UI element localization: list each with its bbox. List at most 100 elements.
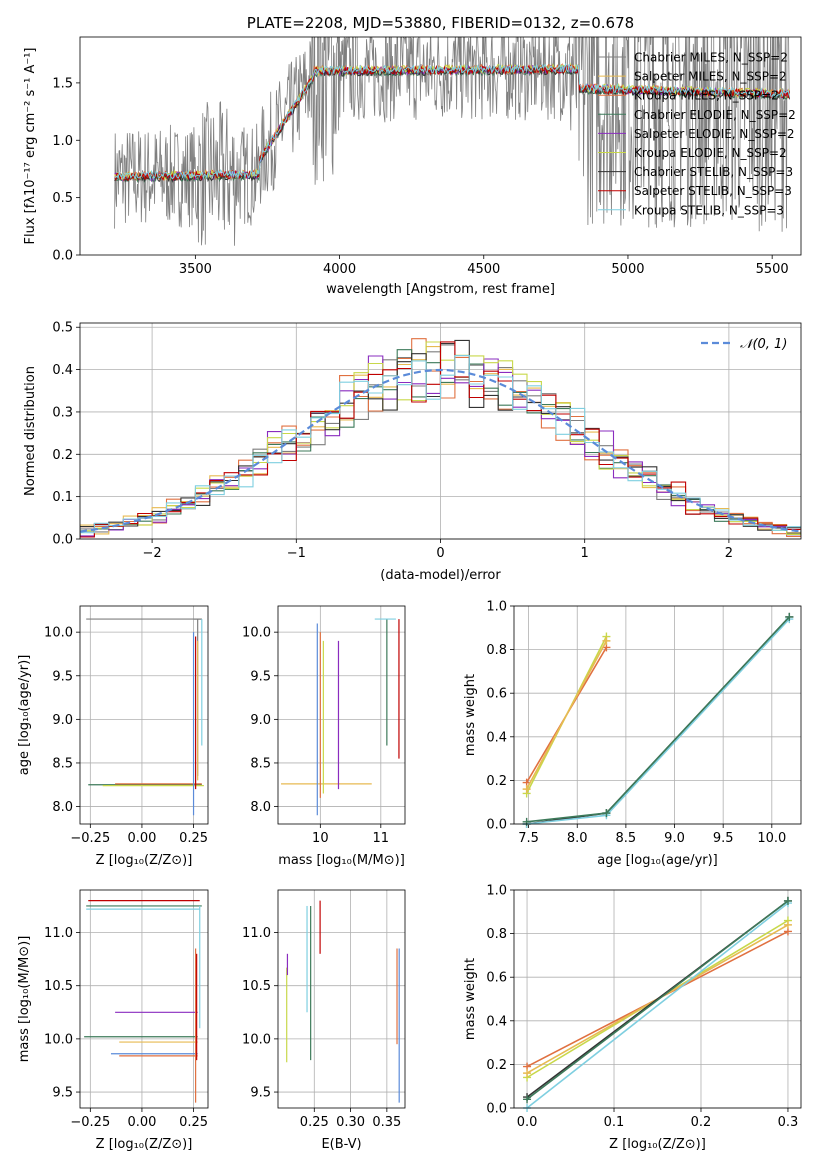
mass-vs-Z-xlabel: Z [log₁₀(Z/Z⊙)] xyxy=(96,1137,193,1152)
legend-label: Chabrier MILES, N_SSP=2 xyxy=(634,51,788,65)
spectrum-xtick-label: 3500 xyxy=(179,262,212,277)
weight-vs-age-xtick-label: 10.0 xyxy=(757,831,786,846)
residuals-xtick-label: 1 xyxy=(581,546,589,561)
weight-vs-age-ytick-label: 0.6 xyxy=(486,687,507,702)
weight-vs-Z-ylabel: mass weight xyxy=(463,958,478,1040)
age-vs-mass-ytick-label: 9.5 xyxy=(250,669,271,684)
age-vs-mass-xlabel: mass [log₁₀(M/M⊙)] xyxy=(278,853,405,868)
age-vs-Z-ytick-label: 8.5 xyxy=(52,756,73,771)
mass-vs-Z-ytick-label: 10.5 xyxy=(44,979,73,994)
age-vs-mass-ytick-label: 8.5 xyxy=(250,756,271,771)
weight-marker xyxy=(783,896,792,905)
weight-vs-age-ylabel: mass weight xyxy=(463,674,478,756)
spectrum-data-line xyxy=(114,37,790,246)
weight-line xyxy=(525,640,608,790)
weight-marker xyxy=(523,1095,532,1104)
weight-vs-Z-ytick-label: 0.8 xyxy=(486,927,507,942)
weight-marker xyxy=(602,636,611,645)
weight-vs-age-ytick-label: 0.8 xyxy=(486,643,507,658)
residuals-xtick-label: −1 xyxy=(287,546,306,561)
mass-vs-ebv-frame xyxy=(277,889,406,1109)
weight-marker xyxy=(523,1069,532,1078)
spectrum-xtick-label: 5500 xyxy=(756,262,789,277)
weight-vs-Z-xtick-label: 0.0 xyxy=(517,1115,538,1130)
age-vs-Z-ytick-label: 9.5 xyxy=(52,669,73,684)
weight-marker xyxy=(602,809,611,818)
residuals-ytick-label: 0.1 xyxy=(52,490,73,505)
mass-vs-ebv-xtick-label: 0.35 xyxy=(372,1115,401,1130)
spectrum-model-line xyxy=(114,65,790,183)
spectrum-frame xyxy=(79,36,802,256)
age-vs-Z-ytick-label: 9.0 xyxy=(52,713,73,728)
weight-vs-age-ytick-label: 0.0 xyxy=(486,818,507,833)
residuals-axes: −2 −1 0 1 2 0.0 0.1 0.2 0.3 0.4 0.5 xyxy=(52,321,801,561)
spectrum-model-line xyxy=(114,62,790,181)
spectrum-ytick-label: 0.5 xyxy=(52,191,73,206)
gaussian-legend-label: 𝒩(0, 1) xyxy=(740,337,787,352)
age-vs-Z-xtick-label: 0.00 xyxy=(127,831,156,846)
mass-vs-ebv-axes: 0.25 0.30 0.35 9.5 10.0 10.5 11.0 xyxy=(242,890,405,1130)
spectrum-title: PLATE=2208, MJD=53880, FIBERID=0132, z=0… xyxy=(247,14,634,32)
residuals-data xyxy=(80,338,801,538)
weight-vs-age-axes: 7.5 8.0 8.5 9.0 9.5 10.0 0.0 0.2 0.4 0.6 0.8 1.0 xyxy=(486,600,801,846)
mass-vs-Z-xtick-label: 0.00 xyxy=(127,1115,156,1130)
residuals-frame xyxy=(79,322,802,540)
age-vs-Z-ylabel: age [log₁₀(age/yr)] xyxy=(17,655,32,776)
weight-marker xyxy=(783,920,792,929)
weight-vs-Z-ytick-label: 0.0 xyxy=(486,1102,507,1117)
spectrum-legend: Chabrier MILES, N_SSP=2 Salpeter MILES, N… xyxy=(598,51,796,217)
weight-marker xyxy=(785,612,794,621)
mass-vs-Z-ylabel: mass [log₁₀(M/M⊙)] xyxy=(17,936,32,1063)
weight-line xyxy=(526,616,790,825)
legend-label: Kroupa ELODIE, N_SSP=2 xyxy=(634,146,787,160)
mass-vs-ebv-ytick-label: 10.5 xyxy=(242,979,271,994)
residuals-ytick-label: 0.2 xyxy=(52,448,73,463)
spectrum-xtick-label: 4500 xyxy=(467,262,500,277)
weight-line xyxy=(526,616,790,823)
weight-vs-age-ytick-label: 0.4 xyxy=(486,730,507,745)
age-vs-Z-ytick-label: 8.0 xyxy=(52,800,73,815)
weight-line xyxy=(526,902,789,1109)
age-vs-mass-frame xyxy=(277,605,406,825)
mass-vs-ebv-xlabel: E(B-V) xyxy=(321,1137,361,1152)
weight-vs-Z-xtick-label: 0.1 xyxy=(604,1115,625,1130)
residuals-ylabel: Normed distribution xyxy=(23,366,38,496)
residuals-xlabel: (data-model)/error xyxy=(380,568,501,583)
residuals-ytick-label: 0.4 xyxy=(52,363,73,378)
legend-label: Salpeter MILES, N_SSP=2 xyxy=(634,70,787,84)
residuals-ytick-label: 0.5 xyxy=(52,321,73,336)
spectrum-ytick-label: 1.0 xyxy=(52,134,73,149)
weight-vs-Z-xtick-label: 0.2 xyxy=(691,1115,712,1130)
age-vs-mass-ytick-label: 9.0 xyxy=(250,713,271,728)
legend-label: Kroupa STELIB, N_SSP=3 xyxy=(634,203,784,217)
weight-vs-age-frame xyxy=(513,605,802,825)
age-vs-Z-frame xyxy=(79,605,209,825)
weight-vs-age-xtick-label: 7.5 xyxy=(518,831,539,846)
weight-line xyxy=(526,900,789,1100)
mass-vs-Z-xtick-label: 0.25 xyxy=(179,1115,208,1130)
spectrum-data xyxy=(114,37,790,246)
spectrum-xlabel: wavelength [Angstrom, rest frame] xyxy=(326,282,555,297)
mass-vs-Z-ytick-label: 11.0 xyxy=(44,926,73,941)
weight-vs-age-xtick-label: 8.0 xyxy=(567,831,588,846)
weight-vs-age-ytick-label: 0.2 xyxy=(486,774,507,789)
mass-vs-Z-axes: −0.25 0.00 0.25 9.5 10.0 10.5 11.0 xyxy=(44,890,208,1130)
weight-vs-Z-frame xyxy=(513,889,802,1109)
mass-vs-ebv-ytick-label: 11.0 xyxy=(242,926,271,941)
residuals-xtick-label: 2 xyxy=(725,546,733,561)
weight-vs-Z-ytick-label: 0.6 xyxy=(486,971,507,986)
age-vs-Z-data xyxy=(86,618,204,816)
gaussian-curve xyxy=(80,368,801,533)
age-vs-Z-xtick-label: −0.25 xyxy=(70,831,110,846)
weight-vs-age-xtick-label: 8.5 xyxy=(616,831,637,846)
age-vs-Z-xlabel: Z [log₁₀(Z/Z⊙)] xyxy=(96,853,193,868)
age-vs-Z-xtick-label: 0.25 xyxy=(179,831,208,846)
legend-label: Chabrier ELODIE, N_SSP=2 xyxy=(634,108,796,122)
weight-vs-Z-ytick-label: 0.2 xyxy=(486,1058,507,1073)
residuals-xtick-label: 0 xyxy=(436,546,444,561)
mass-vs-Z-frame xyxy=(79,889,209,1109)
residuals-ytick-label: 0.0 xyxy=(52,533,73,548)
spectrum-ylabel: Flux [fλ10⁻¹⁷ erg cm⁻² s⁻¹ A⁻¹] xyxy=(23,48,38,245)
residuals-ytick-label: 0.3 xyxy=(52,405,73,420)
